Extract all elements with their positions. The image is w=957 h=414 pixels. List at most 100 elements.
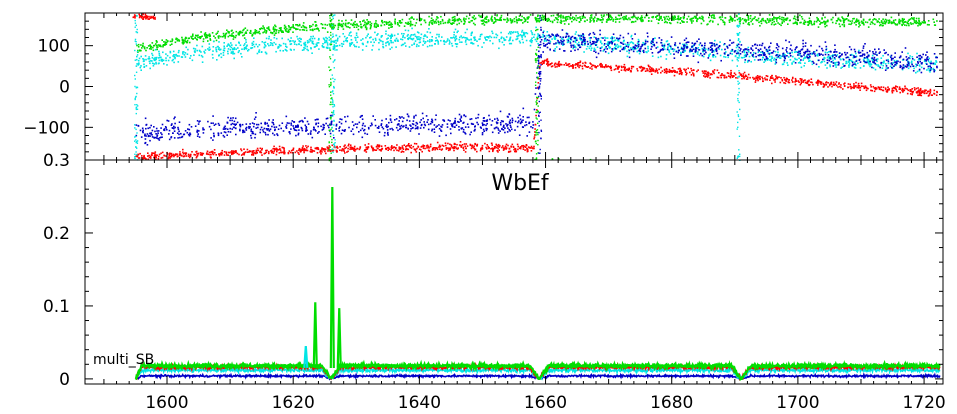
data-point — [566, 18, 569, 20]
data-point — [668, 68, 671, 71]
data-point — [756, 19, 758, 22]
data-point — [753, 52, 755, 54]
data-point — [520, 34, 523, 37]
data-point — [581, 65, 584, 68]
data-point — [592, 31, 595, 34]
data-point — [585, 66, 587, 68]
data-point — [209, 38, 211, 40]
data-point — [158, 137, 161, 139]
data-point — [673, 57, 676, 59]
data-point — [903, 21, 906, 23]
data-point — [593, 40, 595, 43]
data-point — [223, 47, 226, 49]
data-point — [471, 16, 474, 19]
data-point — [787, 64, 789, 66]
data-point — [763, 61, 765, 63]
data-point — [707, 49, 710, 51]
data-point — [394, 39, 396, 42]
data-point — [783, 53, 785, 56]
data-point — [485, 146, 487, 149]
data-point — [499, 19, 501, 21]
data-point — [563, 20, 565, 22]
data-point — [538, 20, 541, 23]
data-point — [582, 36, 585, 38]
data-point — [776, 20, 778, 22]
data-point — [652, 70, 655, 72]
data-point — [186, 39, 189, 42]
data-point — [151, 136, 154, 138]
data-point — [605, 37, 607, 39]
data-point — [597, 52, 600, 55]
data-point — [448, 39, 451, 42]
data-point — [541, 14, 544, 17]
data-point — [436, 16, 438, 18]
data-point — [642, 49, 645, 52]
data-point — [675, 18, 677, 20]
data-point — [439, 22, 442, 25]
data-point — [870, 86, 872, 88]
data-point — [555, 42, 557, 44]
data-point — [377, 127, 380, 129]
data-point — [487, 20, 490, 23]
data-point — [543, 15, 546, 17]
data-point — [165, 39, 168, 41]
data-point — [911, 92, 914, 94]
data-point — [453, 22, 455, 24]
data-point — [480, 147, 482, 150]
data-point — [476, 150, 478, 153]
data-point — [911, 88, 913, 90]
data-point — [746, 49, 749, 51]
data-point — [790, 44, 792, 47]
data-point — [181, 135, 184, 138]
data-point — [443, 119, 445, 122]
data-point — [891, 90, 893, 92]
data-point — [668, 43, 670, 45]
data-point — [178, 39, 180, 41]
data-point — [509, 38, 511, 41]
data-point — [222, 134, 225, 137]
data-point — [145, 158, 147, 160]
data-point — [649, 66, 651, 68]
data-point — [324, 23, 326, 26]
data-point — [302, 145, 304, 147]
data-point — [539, 62, 541, 64]
data-point — [434, 40, 437, 42]
data-point — [630, 34, 633, 37]
data-point — [683, 45, 685, 47]
data-point — [346, 151, 348, 153]
data-point — [422, 147, 425, 150]
data-point — [624, 66, 626, 69]
data-point — [561, 41, 563, 43]
data-point — [600, 14, 603, 16]
data-point — [232, 53, 234, 55]
data-point — [273, 148, 276, 150]
data-point — [929, 65, 931, 68]
data-point — [166, 54, 169, 57]
data-point — [614, 47, 617, 50]
data-point — [471, 32, 473, 34]
data-point — [813, 51, 815, 53]
data-point — [166, 119, 168, 122]
data-point — [920, 23, 922, 25]
data-point — [918, 91, 921, 94]
data-point — [764, 58, 766, 61]
data-point — [139, 49, 141, 51]
data-point — [905, 56, 908, 58]
data-point — [746, 61, 749, 63]
data-point — [156, 137, 158, 139]
data-point — [602, 50, 605, 52]
data-point — [397, 33, 399, 35]
data-point — [428, 28, 430, 30]
data-point — [716, 76, 719, 79]
data-point — [481, 46, 483, 48]
data-point — [483, 20, 486, 23]
data-point — [243, 34, 246, 36]
data-point — [574, 37, 577, 39]
data-point — [457, 120, 459, 123]
data-point — [460, 120, 462, 122]
data-point — [659, 17, 661, 20]
data-point — [858, 22, 860, 24]
data-point — [703, 47, 706, 49]
data-point — [176, 39, 179, 42]
data-point — [321, 45, 324, 47]
